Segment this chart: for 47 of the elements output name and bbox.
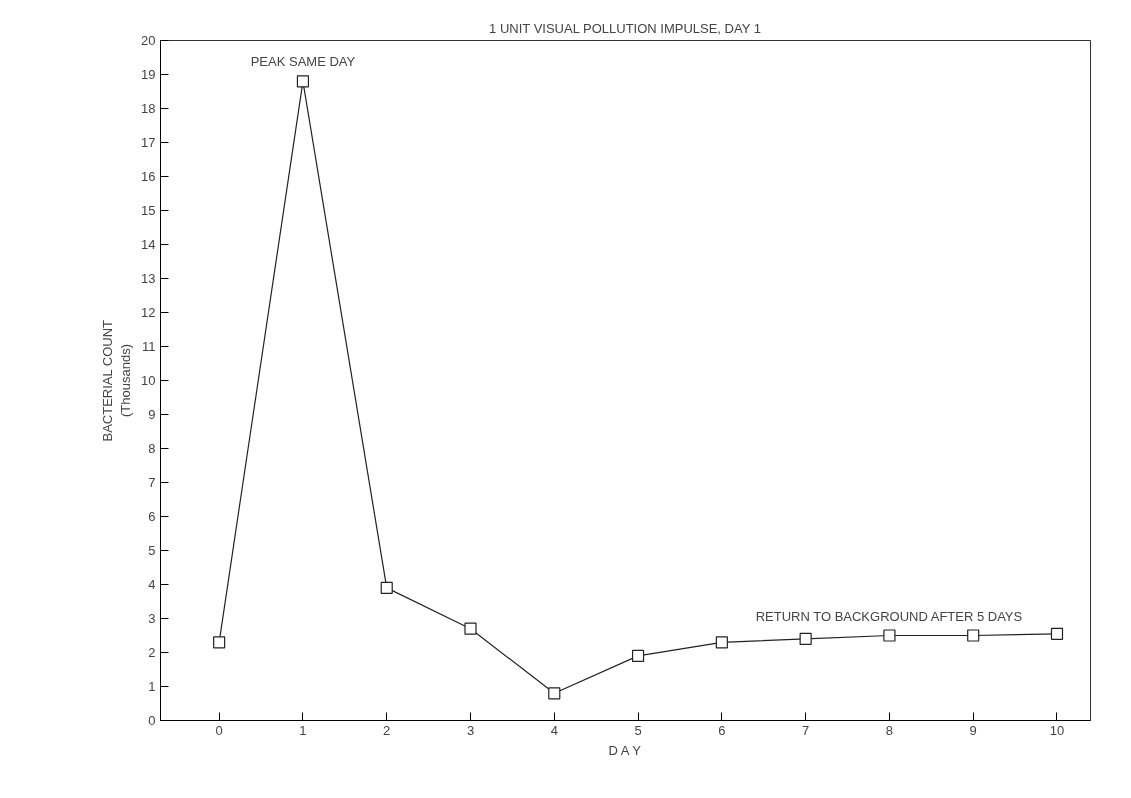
y-tick-label: 8 <box>148 441 156 456</box>
y-tick-label: 9 <box>148 407 156 422</box>
point <box>631 649 645 662</box>
x-tick-label: 4 <box>550 722 558 738</box>
y-tick-label: 6 <box>148 509 156 524</box>
point <box>799 632 812 645</box>
x-tick-label: 9 <box>969 722 977 738</box>
y-axis-title: BACTERIAL COUNT (Thousands) <box>100 319 134 442</box>
y-tick-label: 13 <box>141 271 156 286</box>
y-tick-label: 14 <box>141 237 156 252</box>
annotation: PEAK SAME DAY <box>250 54 356 70</box>
y-tick-label: 10 <box>141 373 156 388</box>
y-tick-label: 16 <box>141 169 156 184</box>
x-tick-label: 1 <box>299 722 307 738</box>
y-tick-label: 19 <box>141 67 156 82</box>
y-tick-label: 17 <box>141 135 156 150</box>
x-tick-label: 8 <box>885 722 894 738</box>
point <box>715 636 728 649</box>
x-tick-label: 2 <box>383 722 391 738</box>
point <box>1050 627 1064 640</box>
y-tick-label: 2 <box>148 645 156 660</box>
y-tick-label: 20 <box>141 33 156 48</box>
y-tick-label: 5 <box>148 543 156 558</box>
annotation: RETURN TO BACKGROUND AFTER 5 DAYS <box>755 608 1023 624</box>
point <box>883 629 896 642</box>
point <box>967 629 980 642</box>
y-tick-label: 12 <box>141 305 156 320</box>
y-tick-label: 4 <box>148 577 156 592</box>
x-tick-label: 10 <box>1049 722 1065 738</box>
y-tick-label: 11 <box>142 339 156 354</box>
y-tick-label: 7 <box>148 475 156 490</box>
y-tick-label: 15 <box>141 203 156 218</box>
x-tick-label: 3 <box>466 722 475 738</box>
x-tick-label: 0 <box>215 722 223 738</box>
y-tick-label: 3 <box>148 611 156 626</box>
x-tick-label: 5 <box>634 722 642 738</box>
point <box>380 581 393 594</box>
point <box>296 75 310 88</box>
x-tick-label: 6 <box>718 722 726 738</box>
point <box>464 622 477 635</box>
point <box>548 687 561 700</box>
point <box>213 636 226 649</box>
x-tick-label: 7 <box>802 722 810 738</box>
y-tick-label: 1 <box>148 679 156 694</box>
chart-title: 1 UNIT VISUAL POLLUTION IMPULSE, DAY 1 <box>489 20 761 36</box>
x-axis-title: D A Y <box>608 742 642 758</box>
y-tick-label: 18 <box>141 101 156 116</box>
